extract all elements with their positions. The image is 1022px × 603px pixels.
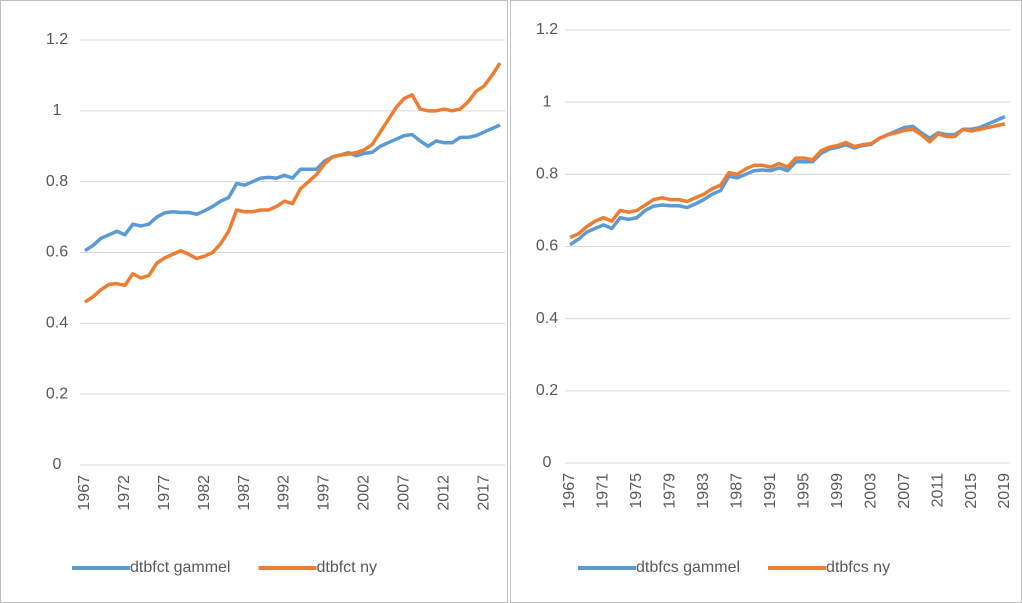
y-tick-label: 0.6 [536, 238, 558, 255]
x-tick-label: 1999 [829, 473, 846, 509]
x-tick-label: 1977 [156, 475, 173, 511]
y-tick-label: 0 [53, 456, 62, 473]
series-line [569, 114, 1006, 247]
right-panel [510, 0, 1022, 603]
y-tick-label: 1.2 [536, 21, 558, 38]
series-line [84, 62, 502, 304]
x-tick-label: 1995 [795, 473, 812, 509]
x-tick-label: 2007 [395, 475, 412, 511]
y-tick-label: 0.4 [536, 310, 558, 327]
y-tick-label: 0.8 [46, 173, 68, 190]
x-tick-label: 2019 [996, 473, 1013, 509]
legend-label: dtbfcs ny [826, 559, 890, 576]
x-tick-label: 1983 [695, 473, 712, 509]
series-line [84, 123, 501, 253]
legend-label: dtbfcs gammel [636, 559, 740, 576]
x-tick-label: 2012 [435, 475, 452, 511]
y-tick-label: 0.6 [46, 244, 68, 261]
left-panel [0, 0, 508, 603]
y-tick-label: 0.2 [536, 382, 558, 399]
x-tick-label: 1992 [276, 475, 293, 511]
x-tick-label: 1967 [561, 473, 578, 509]
x-tick-label: 2002 [356, 475, 373, 511]
legend-label: dtbfct gammel [130, 559, 230, 576]
y-tick-label: 0 [543, 454, 552, 471]
y-tick-label: 1.2 [46, 31, 68, 48]
legend-label: dtbfct ny [316, 559, 376, 576]
x-tick-label: 2003 [862, 473, 879, 509]
y-tick-label: 1 [543, 93, 552, 110]
y-tick-label: 1 [53, 102, 62, 119]
x-tick-label: 1975 [628, 473, 645, 509]
x-tick-label: 2015 [963, 473, 980, 509]
x-tick-label: 2017 [475, 475, 492, 511]
x-tick-label: 1967 [76, 475, 93, 511]
y-tick-label: 0.4 [46, 315, 68, 332]
x-tick-label: 1972 [116, 475, 133, 511]
x-tick-label: 1979 [662, 473, 679, 509]
y-tick-label: 0.2 [46, 385, 68, 402]
x-tick-label: 1997 [316, 475, 333, 511]
x-tick-label: 2011 [929, 473, 946, 508]
x-tick-label: 1987 [729, 473, 746, 509]
x-tick-label: 1982 [196, 475, 213, 511]
x-tick-label: 1991 [762, 473, 779, 509]
x-tick-label: 1987 [236, 475, 253, 511]
x-tick-label: 2007 [896, 473, 913, 509]
series-line [569, 122, 1006, 240]
x-tick-label: 1971 [595, 473, 612, 509]
y-tick-label: 0.8 [536, 166, 558, 183]
